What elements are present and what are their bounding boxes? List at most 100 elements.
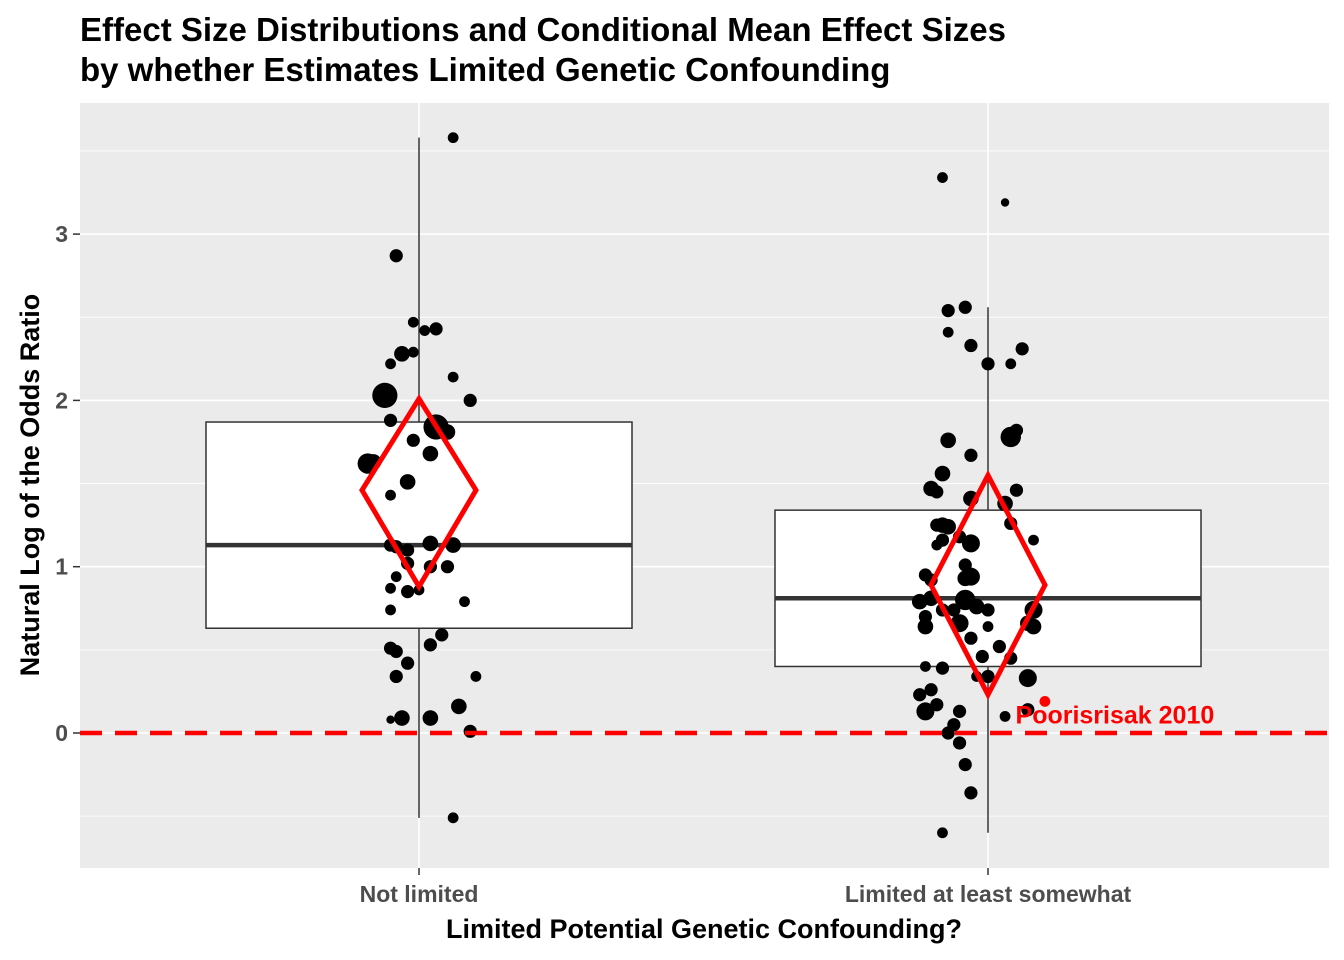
data-point bbox=[981, 603, 995, 617]
data-point bbox=[930, 485, 944, 499]
x-tick-label: Not limited bbox=[360, 881, 479, 907]
data-point bbox=[422, 710, 439, 726]
data-point bbox=[981, 669, 995, 684]
box-iqr bbox=[774, 509, 1202, 668]
y-axis-title: Natural Log of the Odds Ratio bbox=[15, 294, 45, 677]
data-point bbox=[941, 726, 955, 740]
data-point bbox=[958, 757, 972, 772]
data-point bbox=[422, 535, 439, 552]
data-point bbox=[386, 715, 395, 724]
data-point bbox=[407, 316, 419, 328]
data-point bbox=[1000, 426, 1021, 448]
data-point bbox=[957, 570, 974, 587]
data-point bbox=[981, 357, 995, 371]
data-point bbox=[372, 382, 398, 409]
data-point bbox=[470, 671, 482, 682]
data-point bbox=[975, 649, 989, 664]
data-point bbox=[451, 698, 467, 715]
data-point bbox=[385, 582, 396, 594]
box-iqr bbox=[205, 421, 633, 629]
data-point bbox=[401, 656, 415, 670]
data-point bbox=[1005, 358, 1017, 370]
annotation-layer: Poorisrisak 2010 bbox=[1016, 701, 1215, 729]
data-point bbox=[389, 669, 403, 684]
data-point bbox=[940, 432, 956, 449]
data-point bbox=[968, 598, 985, 615]
data-point bbox=[463, 393, 477, 407]
data-point bbox=[935, 661, 950, 675]
data-point bbox=[401, 543, 415, 557]
data-point bbox=[447, 812, 459, 824]
data-point bbox=[1028, 534, 1039, 546]
data-point bbox=[389, 249, 403, 263]
data-point bbox=[1021, 703, 1035, 717]
y-tick-label: 2 bbox=[55, 387, 68, 413]
data-point bbox=[913, 688, 927, 702]
axes: 0 1 2 3 Not limited Limited at least somewhat bbox=[55, 221, 1131, 907]
data-point bbox=[937, 172, 948, 183]
data-point bbox=[920, 661, 931, 672]
data-point bbox=[918, 609, 933, 624]
data-point bbox=[961, 534, 980, 553]
data-point bbox=[964, 631, 978, 645]
data-point bbox=[440, 560, 455, 574]
data-point bbox=[385, 604, 396, 616]
data-point bbox=[999, 710, 1011, 722]
data-point bbox=[407, 346, 419, 358]
data-point bbox=[964, 338, 978, 353]
data-point bbox=[941, 303, 955, 318]
data-point bbox=[394, 346, 410, 362]
data-point bbox=[1000, 198, 1010, 207]
data-point bbox=[419, 325, 431, 336]
data-point bbox=[385, 489, 396, 501]
data-point bbox=[394, 710, 410, 726]
data-point bbox=[917, 618, 934, 635]
data-point bbox=[401, 585, 415, 599]
data-point bbox=[916, 702, 935, 721]
data-point bbox=[399, 474, 416, 490]
data-point bbox=[934, 465, 951, 482]
data-point bbox=[1015, 342, 1029, 356]
data-point bbox=[992, 639, 1006, 654]
mean-ci-diamond bbox=[928, 469, 1048, 701]
chart-title: Effect Size Distributions and Conditiona… bbox=[80, 10, 1006, 90]
data-point bbox=[952, 704, 967, 718]
data-point bbox=[422, 445, 439, 462]
chart-title-line-1: Effect Size Distributions and Conditiona… bbox=[80, 11, 1006, 48]
highlight-point bbox=[1039, 696, 1051, 707]
data-point bbox=[958, 300, 972, 314]
mean-ci-diamond bbox=[359, 394, 479, 592]
x-tick-label: Limited at least somewhat bbox=[845, 881, 1132, 907]
data-point bbox=[447, 132, 459, 144]
mean-diamonds bbox=[359, 394, 1048, 701]
chart-title-line-2: by whether Estimates Limited Genetic Con… bbox=[80, 51, 891, 88]
data-point bbox=[1025, 618, 1042, 635]
data-point bbox=[924, 683, 938, 697]
data-point bbox=[964, 786, 978, 800]
data-point bbox=[385, 358, 396, 370]
data-point bbox=[942, 326, 954, 338]
data-point bbox=[947, 603, 961, 617]
data-point bbox=[435, 628, 449, 642]
data-point bbox=[390, 571, 402, 583]
data-point bbox=[940, 518, 956, 535]
y-tick-label: 3 bbox=[55, 221, 68, 247]
data-point bbox=[459, 596, 470, 608]
data-point bbox=[447, 371, 459, 383]
data-point bbox=[964, 448, 978, 462]
data-point bbox=[952, 736, 967, 750]
annotation-label: Poorisrisak 2010 bbox=[1016, 701, 1215, 729]
y-tick-label: 0 bbox=[55, 720, 68, 746]
data-point bbox=[982, 621, 994, 632]
x-axis-title: Limited Potential Genetic Confounding? bbox=[446, 914, 962, 944]
data-point bbox=[1018, 669, 1037, 688]
boxplots bbox=[205, 137, 1202, 833]
data-point bbox=[389, 644, 403, 659]
data-point bbox=[429, 322, 443, 336]
y-tick-label: 1 bbox=[55, 554, 68, 580]
data-point bbox=[423, 638, 437, 652]
data-point bbox=[1009, 483, 1024, 497]
data-point bbox=[931, 539, 943, 551]
data-point bbox=[445, 537, 461, 553]
